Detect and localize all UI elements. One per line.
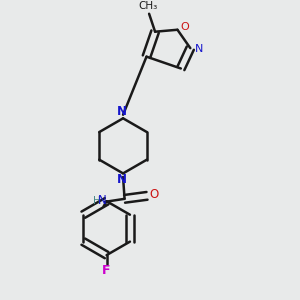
Text: O: O	[181, 22, 189, 32]
Text: F: F	[102, 264, 111, 277]
Text: N: N	[117, 105, 127, 118]
Text: CH₃: CH₃	[138, 1, 157, 11]
Text: N: N	[117, 173, 127, 187]
Text: N: N	[98, 194, 107, 207]
Text: O: O	[149, 188, 158, 201]
Text: N: N	[194, 44, 203, 54]
Text: H: H	[93, 196, 100, 206]
